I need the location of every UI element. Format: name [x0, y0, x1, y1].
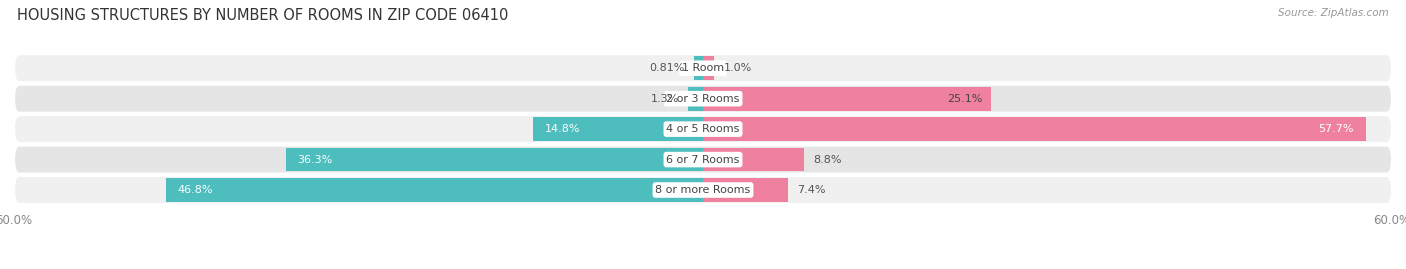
Text: 1.3%: 1.3%: [651, 94, 679, 104]
Bar: [703, 148, 804, 171]
Text: 1 Room: 1 Room: [682, 63, 724, 73]
Bar: [287, 148, 703, 171]
Bar: [533, 117, 703, 141]
Text: 0.81%: 0.81%: [650, 63, 685, 73]
FancyBboxPatch shape: [14, 115, 1392, 143]
Bar: [703, 56, 714, 80]
Text: HOUSING STRUCTURES BY NUMBER OF ROOMS IN ZIP CODE 06410: HOUSING STRUCTURES BY NUMBER OF ROOMS IN…: [17, 8, 508, 23]
FancyBboxPatch shape: [14, 85, 1392, 113]
Text: 57.7%: 57.7%: [1319, 124, 1354, 134]
Bar: [703, 178, 787, 202]
Text: 4 or 5 Rooms: 4 or 5 Rooms: [666, 124, 740, 134]
Bar: [703, 87, 991, 111]
Text: Source: ZipAtlas.com: Source: ZipAtlas.com: [1278, 8, 1389, 18]
FancyBboxPatch shape: [14, 176, 1392, 204]
Text: 7.4%: 7.4%: [797, 185, 825, 195]
Text: 14.8%: 14.8%: [544, 124, 581, 134]
Text: 6 or 7 Rooms: 6 or 7 Rooms: [666, 155, 740, 165]
Text: 46.8%: 46.8%: [177, 185, 212, 195]
FancyBboxPatch shape: [14, 146, 1392, 174]
Bar: [166, 178, 703, 202]
Legend: Owner-occupied, Renter-occupied: Owner-occupied, Renter-occupied: [578, 266, 828, 269]
FancyBboxPatch shape: [14, 54, 1392, 82]
Text: 8 or more Rooms: 8 or more Rooms: [655, 185, 751, 195]
Text: 1.0%: 1.0%: [724, 63, 752, 73]
Text: 8.8%: 8.8%: [813, 155, 842, 165]
Bar: [688, 87, 703, 111]
Text: 36.3%: 36.3%: [298, 155, 333, 165]
Bar: [703, 117, 1365, 141]
Text: 2 or 3 Rooms: 2 or 3 Rooms: [666, 94, 740, 104]
Bar: [693, 56, 703, 80]
Text: 25.1%: 25.1%: [946, 94, 981, 104]
